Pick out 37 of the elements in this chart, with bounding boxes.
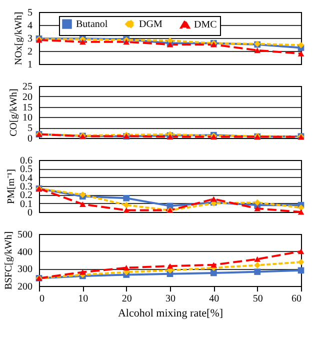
y-tick-label: 0.6 xyxy=(20,156,32,166)
y-tick-label: 3 xyxy=(28,34,32,44)
y-tick-label: 1 xyxy=(28,60,32,70)
y-tick-label: 0.1 xyxy=(20,198,32,210)
y-tick-label: 300 xyxy=(18,264,32,276)
x-tick-label: 10 xyxy=(78,294,88,304)
y-tick-label: 25 xyxy=(22,82,32,92)
y-tick-label: 2 xyxy=(28,46,32,58)
y-tick-label: 0 xyxy=(28,134,32,144)
x-tick-label: 40 xyxy=(209,294,220,304)
y-axis-title: NOx[g/kWh] xyxy=(14,12,24,66)
legend-label: DGM xyxy=(139,19,162,30)
y-tick-label: 5 xyxy=(28,8,32,18)
x-tick-label: 30 xyxy=(166,294,176,304)
y-tick-label: 4 xyxy=(28,20,32,32)
y-tick-label: 15 xyxy=(22,102,32,114)
y-tick-label: 10 xyxy=(22,112,32,124)
y-tick-label: 20 xyxy=(22,92,32,103)
legend-label: Butanol xyxy=(76,19,108,30)
y-axis-title: BSFC[g/kWh] xyxy=(4,231,14,290)
y-tick-label: 0.3 xyxy=(20,182,32,192)
y-tick-label: 0 xyxy=(28,208,32,218)
y-tick-label: 400 xyxy=(18,246,32,258)
y-axis-title: CO[g/kWh] xyxy=(8,88,20,136)
y-tick-label: 200 xyxy=(18,282,32,292)
y-tick-label: 500 xyxy=(18,230,32,240)
y-tick-label: 0.5 xyxy=(20,164,32,176)
x-tick-label: 60 xyxy=(292,294,302,304)
x-axis-title: Alcohol mixing rate[%] xyxy=(118,308,224,320)
x-tick-label: 0 xyxy=(40,294,44,304)
y-tick-label: 0.2 xyxy=(20,190,32,202)
legend-label: DMC xyxy=(194,19,218,30)
x-tick-label: 20 xyxy=(122,294,132,304)
y-axis-title: PM[m⁻¹] xyxy=(6,169,17,204)
y-tick-label: 5 xyxy=(28,123,32,134)
y-tick-label: 0.4 xyxy=(20,172,32,184)
x-tick-label: 50 xyxy=(252,294,263,304)
